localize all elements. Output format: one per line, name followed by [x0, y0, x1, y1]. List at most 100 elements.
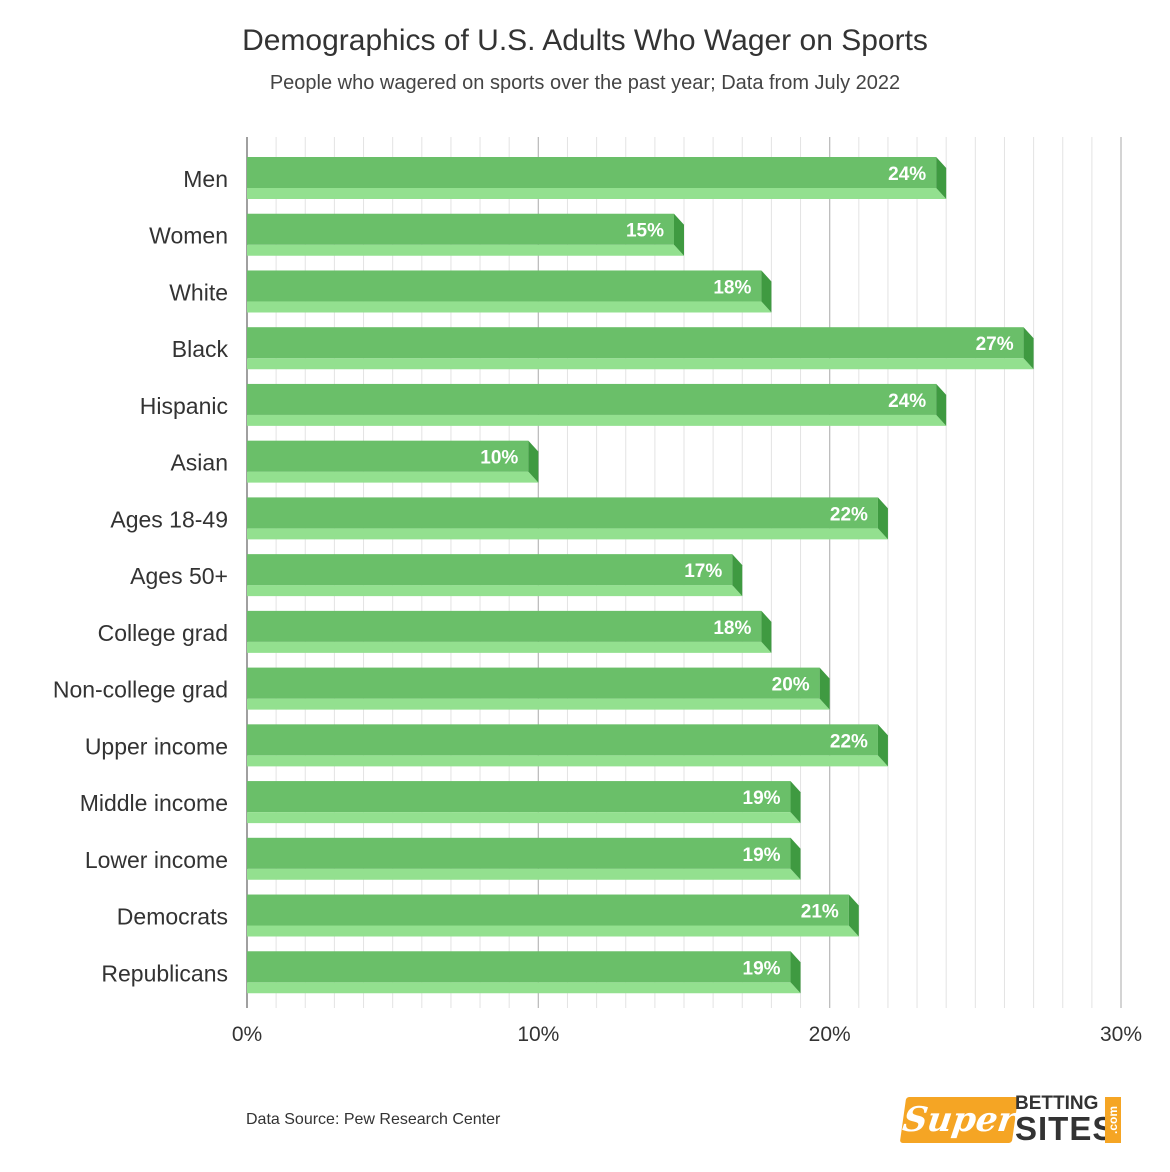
x-tick-label: 0%	[232, 1023, 262, 1046]
category-label: Ages 50+	[130, 563, 228, 589]
bar-front-face	[247, 894, 849, 926]
bar: 17%	[247, 554, 743, 597]
bar-front-face	[247, 951, 791, 983]
bar-bottom-face	[247, 244, 684, 256]
bar-value-label: 17%	[684, 561, 722, 582]
bar-end-face	[732, 554, 743, 597]
bar-bottom-face	[247, 982, 801, 994]
bar-front-face	[247, 157, 937, 188]
category-label: Ages 18-49	[110, 506, 228, 532]
bar-bottom-face	[247, 188, 947, 199]
bar-front-face	[247, 837, 791, 869]
bar-value-label: 15%	[626, 221, 664, 242]
bar-end-face	[848, 894, 859, 937]
logo-com-text: .com	[1105, 1097, 1121, 1143]
bar: 18%	[247, 610, 772, 653]
bar-front-face	[247, 781, 791, 813]
bar-bottom-face	[247, 528, 888, 540]
bar-front-face	[247, 213, 674, 245]
bar-front-face	[247, 270, 762, 302]
data-source-note: Data Source: Pew Research Center	[246, 1111, 501, 1128]
bar-bottom-face	[247, 358, 1034, 370]
bar-value-label: 18%	[713, 277, 751, 298]
category-label: Non-college grad	[53, 677, 228, 703]
bar-end-face	[877, 497, 888, 540]
bar-value-label: 24%	[888, 391, 926, 412]
logo-sites-text: SITES	[1015, 1110, 1116, 1147]
bar: 22%	[247, 497, 888, 540]
bar-bottom-face	[247, 471, 539, 483]
bar-end-face	[936, 157, 947, 199]
bar-value-label: 20%	[772, 675, 810, 696]
category-label: Upper income	[85, 733, 228, 759]
bar-bottom-face	[247, 414, 947, 426]
bar-front-face	[247, 440, 529, 472]
bar-bottom-face	[247, 585, 743, 597]
bar: 15%	[247, 213, 684, 256]
x-axis-ticks: 0% 10% 20% 30%	[232, 1023, 1142, 1046]
bar-value-label: 24%	[888, 164, 926, 185]
category-label: Asian	[170, 450, 228, 476]
bar-value-label: 22%	[830, 504, 868, 525]
bar-bottom-face	[247, 755, 888, 767]
bar: 19%	[247, 837, 801, 880]
bar: 22%	[247, 724, 888, 767]
bar-end-face	[936, 383, 947, 426]
bar-value-label: 21%	[801, 902, 839, 923]
category-label: College grad	[98, 620, 228, 646]
bar-end-face	[877, 724, 888, 767]
bar: 24%	[247, 383, 947, 426]
bar-end-face	[674, 213, 684, 256]
category-label: Men	[183, 166, 228, 192]
bar: 10%	[247, 440, 539, 483]
bar-front-face	[247, 327, 1024, 359]
x-tick-label: 30%	[1100, 1023, 1142, 1046]
logo-betting-text: BETTING	[1015, 1093, 1099, 1114]
bar: 19%	[247, 781, 801, 824]
bar-value-label: 19%	[743, 788, 781, 809]
bar-bottom-face	[247, 301, 772, 313]
bar-end-face	[790, 951, 801, 994]
bar-front-face	[247, 383, 937, 415]
bar-value-label: 22%	[830, 731, 868, 752]
bar-front-face	[247, 554, 733, 586]
bar: 21%	[247, 894, 859, 937]
bar: 19%	[247, 951, 801, 994]
category-labels: Men Women White Black Hispanic Asian Ages 18-4…	[53, 166, 229, 986]
bar-bottom-face	[247, 641, 772, 653]
category-label: Republicans	[101, 960, 228, 986]
category-label: Democrats	[117, 904, 228, 930]
category-label: Hispanic	[140, 393, 228, 419]
bar-front-face	[247, 610, 762, 642]
bar-front-face	[247, 497, 878, 529]
category-label: White	[169, 279, 228, 305]
bar-bottom-face	[247, 812, 801, 824]
bar-end-face	[1023, 327, 1034, 370]
x-tick-label: 20%	[809, 1023, 851, 1046]
bar: 20%	[247, 667, 830, 710]
bar-value-label: 10%	[480, 448, 518, 469]
bar-bottom-face	[247, 698, 830, 710]
bar: 27%	[247, 327, 1034, 370]
bars-group: 24% 15% 18% 27% 24% 10% 22% 17% 18% 20% 22% 19% 19% 2…	[247, 157, 1034, 994]
category-label: Black	[172, 336, 229, 362]
bar-end-face	[761, 610, 772, 653]
bar-end-face	[528, 440, 539, 483]
bar-value-label: 27%	[976, 334, 1014, 355]
bar-end-face	[819, 667, 830, 710]
bar-end-face	[790, 837, 801, 880]
chart-title: Demographics of U.S. Adults Who Wager on…	[242, 24, 928, 57]
bar-front-face	[247, 667, 820, 699]
category-label: Lower income	[85, 847, 228, 873]
bar: 24%	[247, 157, 947, 199]
category-label: Women	[149, 223, 228, 249]
chart-subtitle: People who wagered on sports over the pa…	[269, 72, 901, 94]
brand-logo: Super BETTING SITES .com	[899, 1093, 1123, 1149]
bar-end-face	[761, 270, 772, 313]
bar-bottom-face	[247, 925, 859, 937]
bar: 18%	[247, 270, 772, 313]
bar-end-face	[790, 781, 801, 824]
bar-bottom-face	[247, 868, 801, 880]
logo-super-text: Super	[899, 1097, 1018, 1143]
